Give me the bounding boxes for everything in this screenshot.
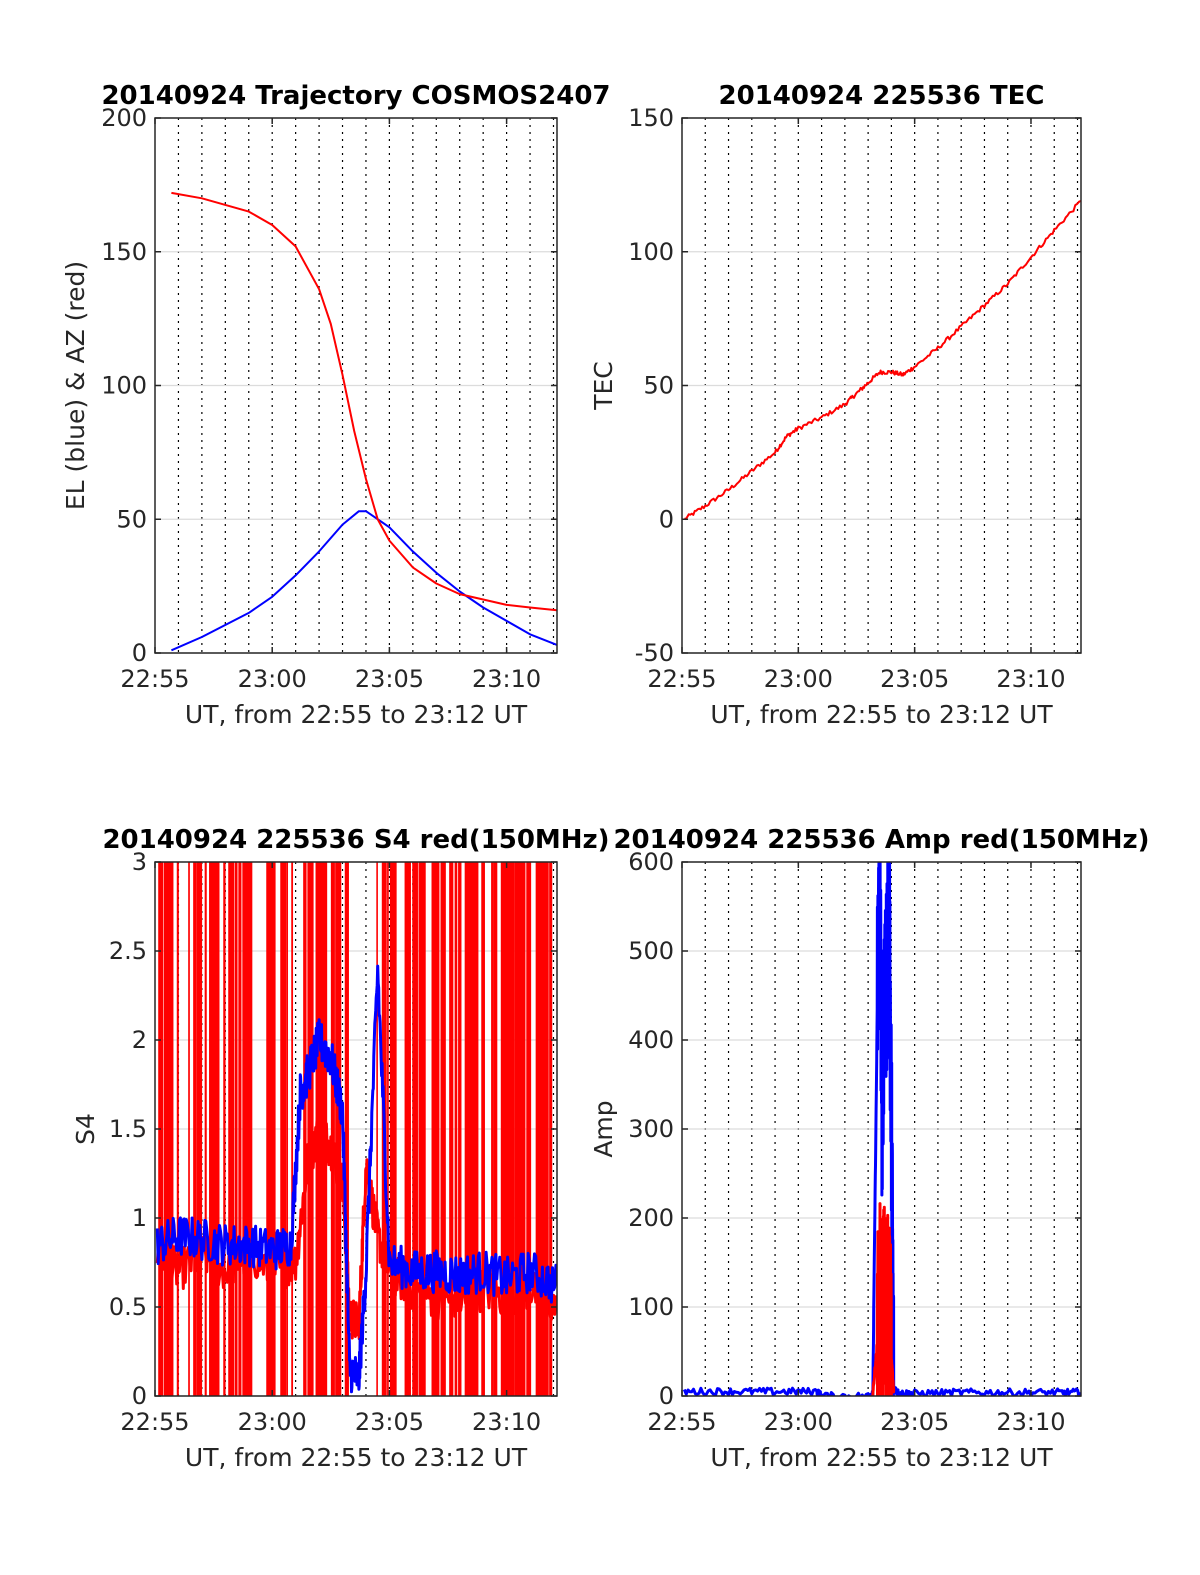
y-tick-label: 100 [101, 372, 147, 400]
chart-panel-1: 22:55 23:00 23:05 23:10 0 50 100 150 20020140924… [61, 81, 611, 729]
plot-area [683, 199, 1081, 521]
y-tick-label: 100 [628, 1293, 674, 1321]
x-tick-label: 22:55 [647, 1408, 716, 1436]
series-line-el [171, 510, 557, 652]
x-tick-label: 23:05 [355, 1408, 424, 1436]
chart-title: 20140924 225536 Amp red(150MHz) [613, 825, 1149, 855]
y-tick-label: 2.5 [109, 937, 147, 965]
y-tick-label: 0 [659, 1382, 674, 1410]
y-tick-label: 600 [628, 848, 674, 876]
x-tick-label: 23:00 [764, 665, 833, 693]
x-axis-label: UT, from 22:55 to 23:12 UT [710, 700, 1053, 729]
chart-panel-4: 22:55 23:00 23:05 23:10 0 100 200 300 400 500 6002… [589, 825, 1150, 1472]
y-tick-label: 300 [628, 1115, 674, 1143]
chart-title: 20140924 225536 TEC [719, 81, 1045, 111]
x-axis-label: UT, from 22:55 to 23:12 UT [185, 700, 528, 729]
x-tick-label: 23:05 [880, 1408, 949, 1436]
x-axis-label: UT, from 22:55 to 23:12 UT [710, 1443, 1053, 1472]
y-tick-label: 2 [132, 1026, 147, 1054]
y-axis-label: EL (blue) & AZ (red) [61, 261, 90, 510]
y-axis-label: S4 [71, 1113, 100, 1145]
x-tick-label: 23:00 [238, 665, 307, 693]
plot-area [171, 191, 557, 652]
y-tick-label: -50 [635, 639, 674, 667]
chart-title: 20140924 Trajectory COSMOS2407 [101, 81, 610, 111]
series-line-tec [683, 199, 1081, 521]
y-axis-label: TEC [589, 361, 618, 411]
y-tick-label: 150 [628, 104, 674, 132]
series-line-blue [155, 964, 557, 1394]
y-tick-label: 500 [628, 937, 674, 965]
x-tick-label: 22:55 [647, 665, 716, 693]
y-tick-label: 0 [132, 639, 147, 667]
y-tick-label: 0 [132, 1382, 147, 1410]
x-tick-label: 23:05 [880, 665, 949, 693]
plot-area [682, 862, 1081, 1396]
x-tick-label: 23:00 [238, 1408, 307, 1436]
series-line-az [171, 191, 557, 612]
x-tick-label: 23:10 [472, 1408, 541, 1436]
chart-panel-2: 22:55 23:00 23:05 23:10 -50 0 50 100 150 20140924… [589, 81, 1082, 729]
y-tick-label: 150 [101, 238, 147, 266]
chart-title: 20140924 225536 S4 red(150MHz) [102, 825, 609, 855]
y-tick-label: 200 [628, 1204, 674, 1232]
chart-panel-3: 22:55 23:00 23:05 23:10 0 0.5 1 1.5 2 2.5 32014092… [71, 825, 610, 1472]
y-axis-label: Amp [589, 1100, 618, 1157]
y-tick-label: 3 [132, 848, 147, 876]
y-tick-label: 1.5 [109, 1115, 147, 1143]
plot-area [155, 862, 557, 1396]
x-tick-label: 22:55 [120, 665, 189, 693]
y-tick-label: 400 [628, 1026, 674, 1054]
series-line-red-150mhz- [871, 1202, 896, 1396]
y-tick-label: 50 [116, 505, 147, 533]
x-tick-label: 22:55 [120, 1408, 189, 1436]
y-tick-label: 1 [132, 1204, 147, 1232]
y-tick-label: 0.5 [109, 1293, 147, 1321]
x-tick-label: 23:10 [996, 1408, 1065, 1436]
x-tick-label: 23:10 [996, 665, 1065, 693]
x-axis-label: UT, from 22:55 to 23:12 UT [185, 1443, 528, 1472]
y-tick-label: 200 [101, 104, 147, 132]
x-tick-label: 23:10 [472, 665, 541, 693]
y-tick-label: 50 [643, 372, 674, 400]
x-tick-label: 23:05 [355, 665, 424, 693]
y-tick-label: 0 [659, 505, 674, 533]
x-tick-label: 23:00 [764, 1408, 833, 1436]
y-tick-label: 100 [628, 238, 674, 266]
